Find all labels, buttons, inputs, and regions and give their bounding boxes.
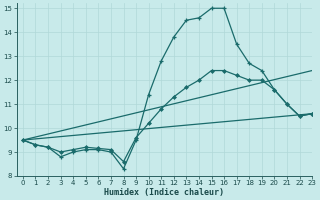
X-axis label: Humidex (Indice chaleur): Humidex (Indice chaleur)	[104, 188, 224, 197]
